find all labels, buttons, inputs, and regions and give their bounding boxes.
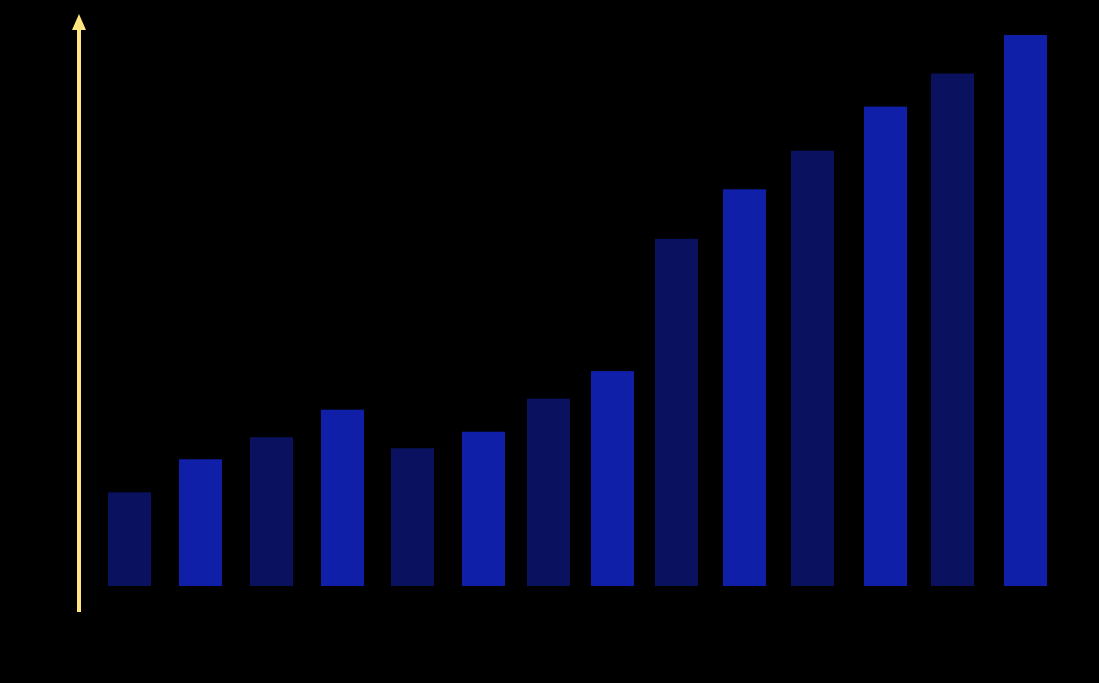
bar-7	[527, 398, 570, 586]
bar-2	[179, 459, 222, 586]
bar-13	[931, 73, 974, 586]
bar-6	[462, 431, 505, 586]
bar-4	[321, 409, 364, 586]
y-axis-arrow-icon	[72, 14, 86, 30]
bar-5	[391, 448, 434, 586]
bar-12	[864, 106, 907, 586]
bar-1	[108, 492, 151, 586]
bar-3	[250, 437, 293, 586]
bar-9	[655, 238, 698, 586]
bar-11	[791, 150, 834, 586]
bar-10	[723, 189, 766, 586]
bar-14	[1004, 35, 1047, 586]
bars	[108, 35, 1047, 586]
bar-8	[591, 371, 634, 586]
